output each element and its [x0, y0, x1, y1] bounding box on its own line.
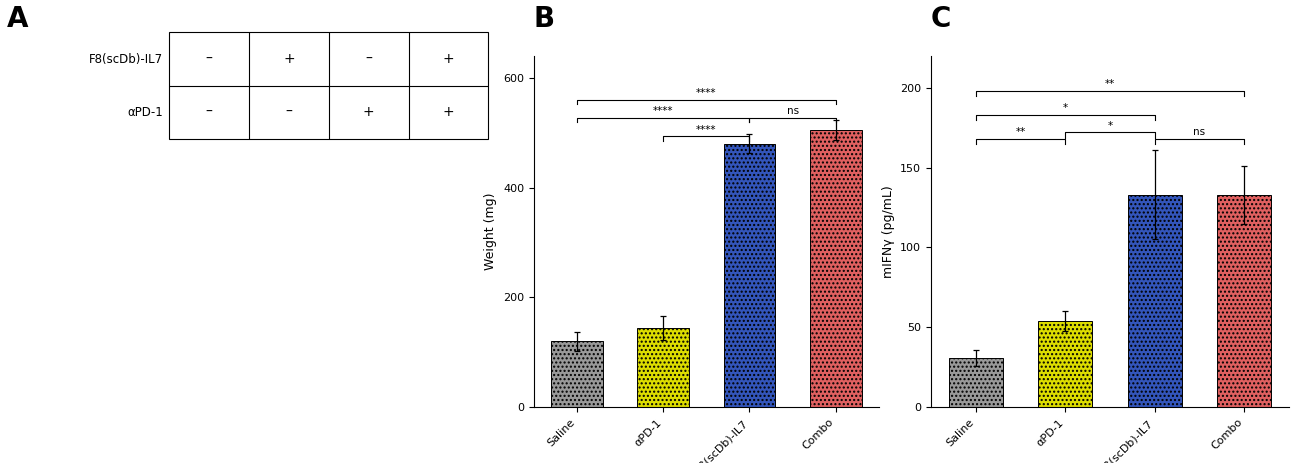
Text: **: ** [1105, 79, 1115, 89]
Text: +: + [283, 52, 294, 66]
Text: –: – [365, 52, 372, 66]
Text: ****: **** [697, 125, 716, 135]
Text: ****: **** [697, 88, 716, 98]
Y-axis label: Weight (mg): Weight (mg) [484, 193, 497, 270]
Text: F8(scDb)-IL7: F8(scDb)-IL7 [89, 52, 163, 66]
Text: *: * [1062, 103, 1068, 113]
Bar [637, 328, 689, 407]
Text: A: A [7, 5, 29, 32]
Bar [724, 144, 775, 407]
Text: B: B [534, 5, 555, 32]
Text: C: C [931, 5, 952, 32]
Bar [1217, 195, 1271, 407]
Text: –: – [206, 105, 212, 119]
Text: –: – [285, 105, 293, 119]
Text: ns: ns [1194, 127, 1206, 137]
Text: ****: **** [654, 106, 673, 116]
Text: +: + [363, 105, 375, 119]
Text: *: * [1108, 121, 1112, 131]
Text: +: + [443, 52, 454, 66]
Y-axis label: mIFNγ (pg/mL): mIFNγ (pg/mL) [881, 185, 894, 278]
Text: **: ** [1016, 127, 1026, 137]
Bar [1039, 321, 1092, 407]
Text: –: – [206, 52, 212, 66]
Bar [949, 358, 1003, 407]
Bar [810, 130, 862, 407]
Text: ns: ns [786, 106, 798, 116]
Bar [551, 342, 603, 407]
Text: +: + [443, 105, 454, 119]
Bar [1128, 195, 1182, 407]
Text: αPD-1: αPD-1 [128, 106, 163, 119]
